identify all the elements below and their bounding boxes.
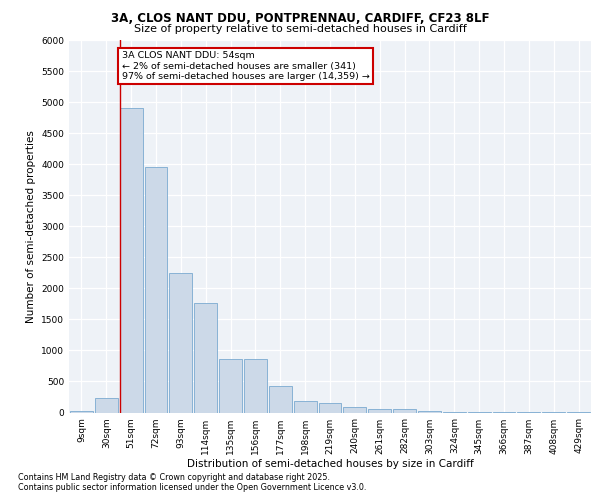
Bar bbox=[145, 168, 167, 412]
Bar bbox=[368, 409, 391, 412]
Bar bbox=[70, 410, 93, 412]
Bar bbox=[393, 410, 416, 412]
Bar bbox=[269, 386, 292, 412]
Bar bbox=[120, 108, 143, 412]
Bar bbox=[343, 407, 366, 412]
Bar bbox=[418, 411, 441, 412]
Bar bbox=[219, 359, 242, 412]
Text: 3A, CLOS NANT DDU, PONTPRENNAU, CARDIFF, CF23 8LF: 3A, CLOS NANT DDU, PONTPRENNAU, CARDIFF,… bbox=[111, 12, 489, 26]
Bar bbox=[95, 398, 118, 412]
Text: Contains HM Land Registry data © Crown copyright and database right 2025.: Contains HM Land Registry data © Crown c… bbox=[18, 472, 330, 482]
Bar bbox=[244, 359, 267, 412]
X-axis label: Distribution of semi-detached houses by size in Cardiff: Distribution of semi-detached houses by … bbox=[187, 460, 473, 469]
Bar bbox=[319, 403, 341, 412]
Bar bbox=[294, 401, 317, 412]
Y-axis label: Number of semi-detached properties: Number of semi-detached properties bbox=[26, 130, 35, 322]
Text: Contains public sector information licensed under the Open Government Licence v3: Contains public sector information licen… bbox=[18, 484, 367, 492]
Text: 3A CLOS NANT DDU: 54sqm
← 2% of semi-detached houses are smaller (341)
97% of se: 3A CLOS NANT DDU: 54sqm ← 2% of semi-det… bbox=[122, 51, 370, 81]
Bar bbox=[169, 274, 192, 412]
Text: Size of property relative to semi-detached houses in Cardiff: Size of property relative to semi-detach… bbox=[134, 24, 466, 34]
Bar bbox=[194, 302, 217, 412]
